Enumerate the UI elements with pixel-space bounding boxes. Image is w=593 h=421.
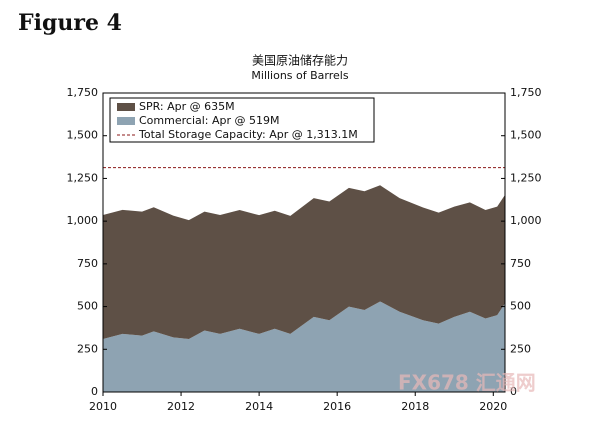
y-tick-label: 0	[91, 385, 98, 398]
legend-label: Total Storage Capacity: Apr @ 1,313.1M	[138, 128, 358, 141]
x-tick-label: 2010	[89, 400, 117, 413]
y-tick-label: 250	[77, 342, 98, 355]
y-tick-label: 750	[77, 257, 98, 270]
figure-label: Figure 4	[18, 10, 122, 36]
legend-swatch	[117, 103, 135, 111]
x-tick-label: 2012	[167, 400, 195, 413]
x-tick-label: 2020	[479, 400, 507, 413]
legend-label: SPR: Apr @ 635M	[139, 100, 235, 113]
y-tick-label: 1,000	[67, 214, 99, 227]
area	[103, 301, 505, 392]
y2-tick-label: 250	[510, 342, 531, 355]
x-tick-label: 2018	[401, 400, 429, 413]
y2-tick-label: 0	[510, 385, 517, 398]
legend-label: Commercial: Apr @ 519M	[139, 114, 280, 127]
legend-box	[109, 97, 375, 143]
y2-tick-label: 1,500	[510, 129, 542, 142]
y-tick-label: 1,750	[67, 86, 99, 99]
chart-title: 美国原油储存能力	[252, 53, 348, 68]
y2-tick-label: 1,000	[510, 214, 542, 227]
x-tick-label: 2014	[245, 400, 273, 413]
plot-frame	[102, 92, 506, 393]
y-tick-label: 500	[77, 300, 98, 313]
y2-tick-label: 1,750	[510, 86, 542, 99]
y-tick-label: 1,500	[67, 129, 99, 142]
x-tick-label: 2016	[323, 400, 351, 413]
legend-swatch	[117, 117, 135, 125]
area	[103, 185, 505, 340]
y-tick-label: 1,250	[67, 171, 99, 184]
y2-tick-label: 500	[510, 300, 531, 313]
chart-subtitle: Millions of Barrels	[251, 69, 348, 82]
y2-tick-label: 1,250	[510, 171, 542, 184]
watermark: FX678 汇通网	[398, 371, 536, 395]
y2-tick-label: 750	[510, 257, 531, 270]
